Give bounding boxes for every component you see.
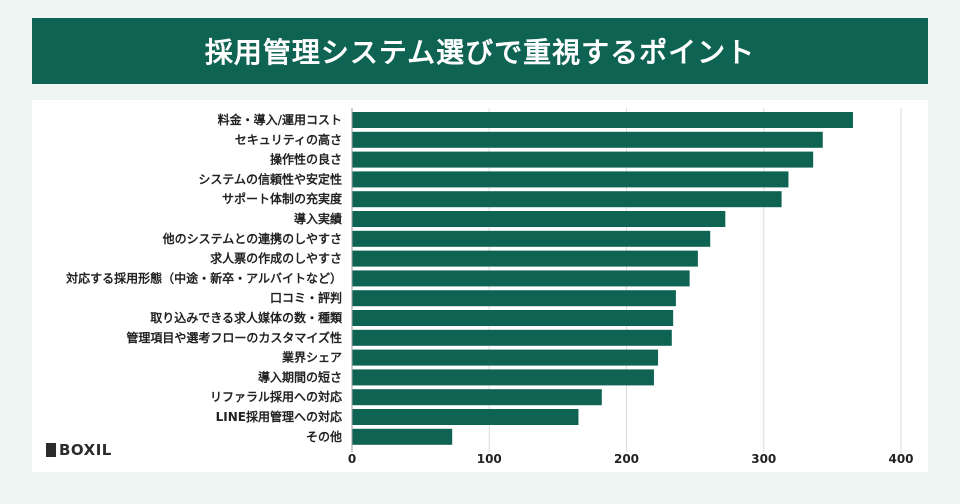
category-label: サポート体制の充実度 bbox=[222, 191, 343, 206]
bar bbox=[352, 112, 853, 128]
category-label: 業界シェア bbox=[281, 350, 342, 365]
bar bbox=[352, 329, 672, 346]
title-banner: 採用管理システム選びで重視するポイント bbox=[32, 18, 928, 84]
bar bbox=[352, 349, 659, 366]
bar bbox=[352, 428, 453, 445]
x-tick-label: 400 bbox=[888, 452, 913, 466]
category-label: その他 bbox=[306, 429, 342, 444]
bar bbox=[352, 131, 823, 148]
x-tick-label: 300 bbox=[751, 452, 776, 466]
category-label: 求人票の作成のしやすさ bbox=[210, 251, 342, 266]
boxil-logo: BOXIL bbox=[46, 441, 112, 459]
category-label: 取り込みできる求人媒体の数・種類 bbox=[150, 310, 343, 325]
bar bbox=[352, 290, 676, 307]
category-label: 導入期間の短さ bbox=[258, 369, 342, 384]
bar bbox=[352, 171, 789, 188]
category-label: リファラル採用への対応 bbox=[210, 389, 342, 404]
category-label: 操作性の良さ bbox=[270, 152, 342, 167]
bar bbox=[352, 230, 711, 247]
bar bbox=[352, 409, 579, 425]
x-tick-label: 200 bbox=[614, 452, 639, 466]
boxil-logo-text: BOXIL bbox=[59, 441, 112, 459]
category-label: セキュリティの高さ bbox=[235, 132, 342, 147]
category-label: 対応する採用形態（中途・新卒・アルバイトなど） bbox=[65, 270, 342, 285]
bar bbox=[352, 211, 726, 227]
x-tick-label: 0 bbox=[348, 452, 356, 466]
chart-title: 採用管理システム選びで重視するポイント bbox=[204, 36, 756, 69]
category-label: 口コミ・評判 bbox=[270, 290, 342, 305]
category-label: 管理項目や選考フローのカスタマイズ性 bbox=[126, 330, 342, 345]
bar bbox=[352, 310, 674, 326]
category-label: 導入実績 bbox=[294, 211, 342, 226]
category-label: 料金・導入/運用コスト bbox=[218, 112, 342, 127]
category-label: LINE採用管理への対応 bbox=[216, 409, 342, 424]
bar bbox=[352, 369, 654, 386]
x-tick-label: 100 bbox=[477, 452, 502, 466]
bar bbox=[352, 191, 782, 208]
bar bbox=[352, 270, 690, 287]
boxil-logo-mark bbox=[46, 443, 56, 457]
bar bbox=[352, 250, 698, 267]
category-label: 他のシステムとの連携のしやすさ bbox=[162, 231, 342, 246]
bar bbox=[352, 389, 602, 406]
category-label: システムの信頼性や安定性 bbox=[198, 171, 342, 186]
bar bbox=[352, 151, 814, 168]
